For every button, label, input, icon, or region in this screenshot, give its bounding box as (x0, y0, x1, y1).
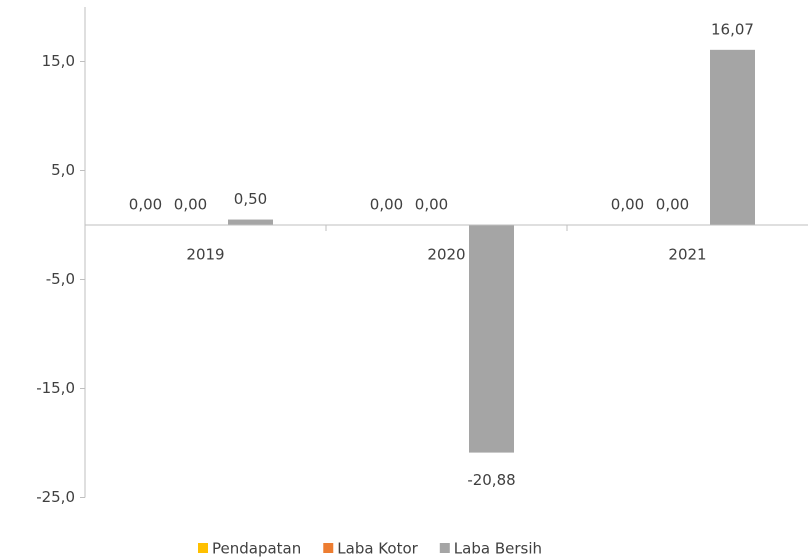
data-label: 0,00 (174, 196, 207, 214)
data-label: -20,88 (467, 471, 515, 489)
data-label: 0,00 (129, 196, 162, 214)
x-tick-label: 2020 (427, 246, 465, 264)
legend-swatch (439, 543, 450, 553)
data-label: 0,00 (370, 196, 403, 214)
y-tick-label: -5,0 (46, 270, 75, 288)
bar (469, 225, 514, 453)
bar (710, 49, 755, 225)
data-label: 0,00 (415, 196, 448, 214)
bar (228, 219, 273, 225)
data-label: 16,07 (711, 20, 754, 38)
data-label: 0,00 (656, 196, 689, 214)
y-tick-label: -25,0 (36, 488, 75, 506)
x-tick-label: 2019 (186, 246, 224, 264)
y-tick-label: 5,0 (51, 161, 75, 179)
y-tick-label: -15,0 (36, 379, 75, 397)
data-label: 0,00 (611, 196, 644, 214)
legend-label: Pendapatan (212, 540, 301, 558)
legend-label: Laba Bersih (454, 540, 542, 558)
legend-swatch (323, 543, 334, 553)
legend-swatch (198, 543, 208, 553)
y-tick-label: 15,0 (42, 52, 75, 70)
x-tick-label: 2021 (668, 246, 706, 264)
legend-label: Laba Kotor (337, 540, 418, 558)
data-label: 0,50 (234, 190, 267, 208)
